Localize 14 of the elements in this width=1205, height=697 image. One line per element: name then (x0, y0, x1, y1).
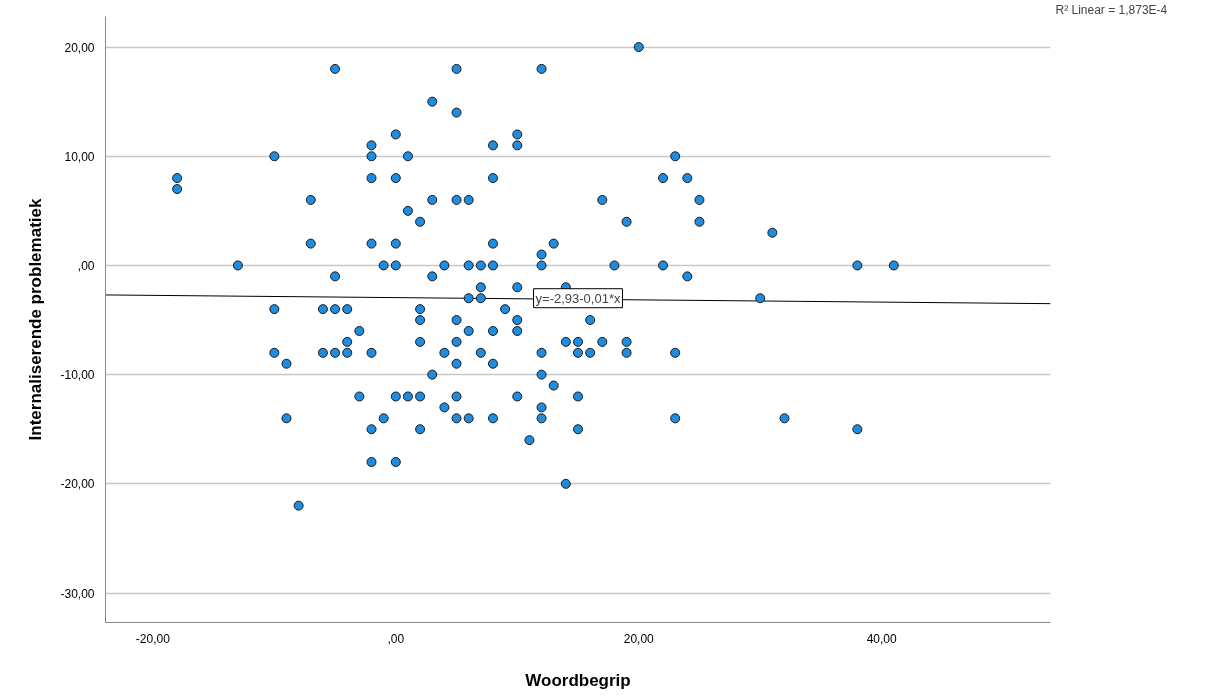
y-axis-title: Internaliserende problematiek (26, 198, 46, 441)
y-tick-label: ,00 (77, 258, 95, 273)
text: R² Linear = 1,873E-4 (1055, 2, 1168, 17)
x-tick-label: 20,00 (623, 631, 655, 646)
x-axis-title: Woordbegrip (525, 670, 631, 690)
y-tick-label: -30,00 (60, 586, 95, 601)
y-tick-label: 10,00 (64, 149, 95, 164)
x-tick-label: 40,00 (866, 631, 897, 646)
y-tick-label: 20,00 (64, 40, 95, 55)
annotation: y=-2,93-0,01*x (535, 290, 621, 306)
x-tick-label: ,00 (387, 631, 405, 646)
y-tick-label: -10,00 (60, 368, 95, 383)
x-tick-label: -20,00 (135, 631, 171, 646)
y-tick-label: -20,00 (60, 477, 95, 492)
